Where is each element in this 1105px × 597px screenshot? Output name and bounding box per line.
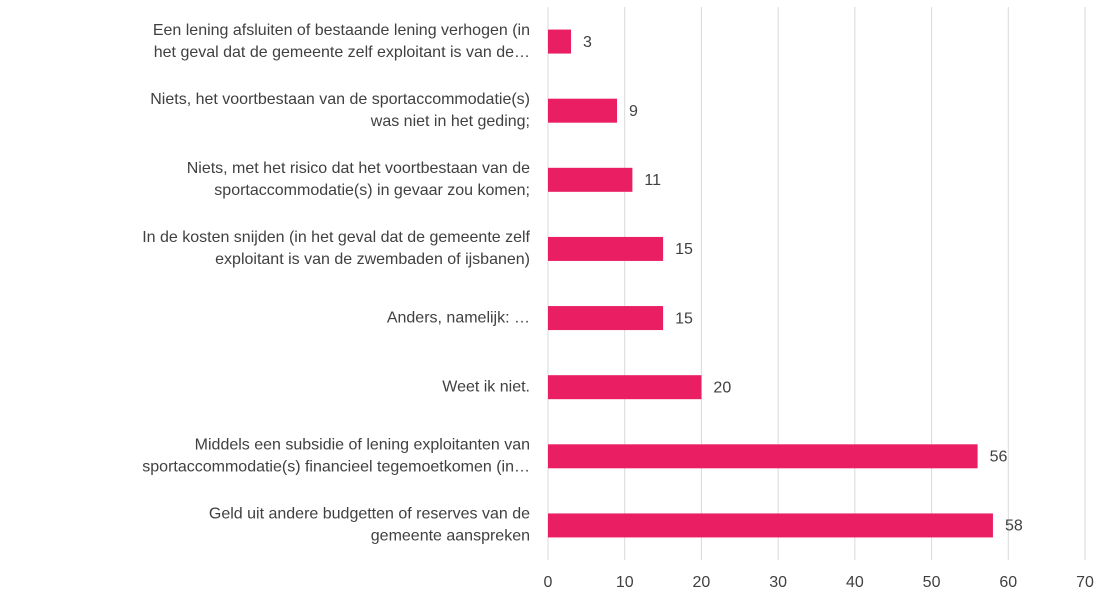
y-tick-label: gemeente aanspreken (371, 528, 530, 545)
y-tick-label: Anders, namelijk: … (387, 309, 530, 326)
x-tick-label: 0 (544, 574, 553, 591)
bar (548, 29, 572, 54)
bar (548, 444, 978, 469)
y-tick-label: Middels een subsidie of lening exploitan… (195, 437, 530, 454)
bar (548, 98, 618, 123)
bar (548, 167, 633, 192)
x-tick-label: 10 (616, 574, 634, 591)
bar (548, 236, 664, 261)
x-tick-label: 70 (1076, 574, 1094, 591)
value-label: 58 (1005, 518, 1023, 535)
y-tick-label: Een lening afsluiten of bestaande lening… (153, 22, 530, 39)
y-tick-label: Niets, het voortbestaan van de sportacco… (150, 91, 530, 108)
value-label: 20 (713, 379, 731, 396)
y-tick-label: Geld uit andere budgetten of reserves va… (209, 506, 530, 523)
value-label: 9 (629, 103, 638, 120)
y-tick-label: exploitant is van de zwembaden of ijsban… (215, 251, 530, 268)
y-tick-label: Weet ik niet. (442, 378, 530, 395)
y-tick-label: sportaccommodatie(s) in gevaar zou komen… (214, 182, 530, 199)
y-tick-label: sportaccommodatie(s) financieel tegemoet… (142, 459, 530, 476)
value-label: 15 (675, 241, 693, 258)
value-label: 15 (675, 310, 693, 327)
y-tick-label: het geval dat de gemeente zelf exploitan… (154, 44, 530, 61)
y-tick-label: Niets, met het risico dat het voortbesta… (187, 160, 530, 177)
value-label: 56 (990, 449, 1008, 466)
x-tick-label: 40 (846, 574, 864, 591)
bar (548, 306, 664, 331)
bar (548, 375, 702, 400)
value-label: 3 (583, 34, 592, 51)
value-label: 11 (644, 172, 661, 189)
bar (548, 513, 993, 538)
y-tick-label: In de kosten snijden (in het geval dat d… (142, 229, 530, 246)
x-tick-label: 60 (999, 574, 1017, 591)
x-tick-label: 30 (769, 574, 787, 591)
x-tick-label: 50 (923, 574, 941, 591)
x-tick-label: 20 (693, 574, 711, 591)
y-tick-label: was niet in het geding; (370, 113, 530, 130)
